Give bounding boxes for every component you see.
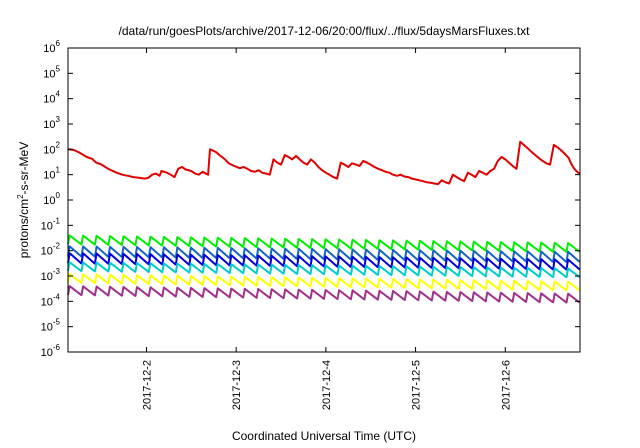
series-line-7	[67, 285, 581, 304]
series-line-6	[67, 273, 581, 292]
y-tick-label: 106	[43, 39, 60, 55]
y-tick-label: 101	[43, 166, 60, 182]
y-tick-label: 10-1	[41, 216, 61, 232]
plot-frame	[67, 47, 581, 353]
series-line-3	[67, 245, 581, 263]
series-line-2	[67, 234, 581, 253]
series-line-5	[67, 261, 581, 279]
x-axis: 2017-12-2 2017-12-3 2017-12-4 2017-12-5 2017…	[141, 48, 512, 410]
x-tick-label: 2017-12-5	[411, 360, 423, 410]
y-axis-label: protons/cm2-s-sr-MeV	[16, 142, 31, 258]
y-axis: 10-6 10-5 10-4 10-3 10-2 10-1 100 101 102 103 104 1…	[41, 39, 580, 359]
y-tick-label: 102	[43, 140, 60, 156]
x-tick-label: 2017-12-2	[141, 360, 153, 410]
y-tick-label: 105	[43, 64, 60, 80]
series-line-1	[67, 140, 581, 186]
y-tick-label: 10-2	[41, 242, 61, 258]
x-tick-label: 2017-12-4	[321, 360, 333, 410]
y-tick-label: 10-5	[41, 318, 61, 334]
series-line-4	[67, 252, 581, 271]
x-axis-label: Coordinated Universal Time (UTC)	[232, 429, 416, 443]
x-tick-label: 2017-12-3	[231, 360, 243, 410]
y-tick-label: 104	[43, 90, 60, 106]
plot-area	[67, 140, 581, 304]
chart-title: /data/run/goesPlots/archive/2017-12-06/2…	[119, 24, 531, 38]
y-tick-label: 10-6	[41, 343, 61, 359]
y-tick-label: 103	[43, 115, 60, 131]
y-tick-label: 10-4	[41, 292, 61, 308]
x-tick-label: 2017-12-6	[500, 360, 512, 410]
y-tick-label: 100	[43, 191, 60, 207]
y-tick-label: 10-3	[41, 267, 61, 283]
